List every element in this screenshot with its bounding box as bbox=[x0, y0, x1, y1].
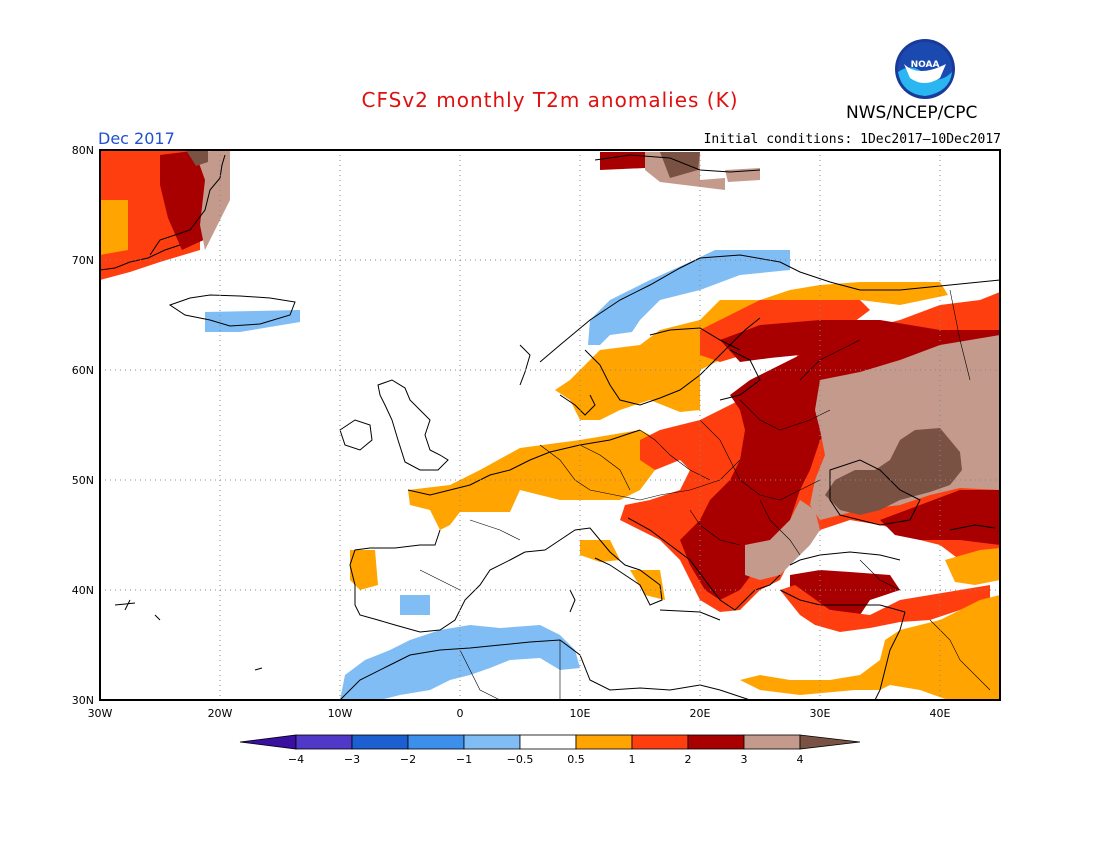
logo-text: NOAA bbox=[911, 60, 940, 70]
lat-tick-label: 50N bbox=[72, 474, 94, 487]
legend-label: 2 bbox=[685, 753, 692, 766]
lon-tick-label: 40E bbox=[930, 707, 951, 720]
lat-tick-label: 80N bbox=[72, 144, 94, 157]
chart-title: CFSv2 monthly T2m anomalies (K) bbox=[361, 88, 739, 112]
lat-tick-label: 70N bbox=[72, 254, 94, 267]
anomaly-fills bbox=[100, 150, 1000, 700]
anomaly-region-svalbard-3 bbox=[600, 152, 645, 170]
anomaly-region-greenland-5 bbox=[186, 150, 208, 166]
legend-label: −3 bbox=[344, 753, 360, 766]
legend-label: −0.5 bbox=[507, 753, 534, 766]
legend-label: 1 bbox=[629, 753, 636, 766]
anomaly-region-spain-orange bbox=[350, 550, 378, 590]
legend-swatch bbox=[351, 734, 409, 750]
anomaly-region-greenland-4 bbox=[195, 150, 230, 250]
legend-swatch bbox=[407, 734, 465, 750]
anomaly-region-blacksea-darkred bbox=[880, 490, 1000, 545]
lon-tick-label: 20W bbox=[208, 707, 233, 720]
lon-tick-label: 30W bbox=[88, 707, 113, 720]
legend-swatch bbox=[519, 734, 577, 750]
lat-tick-labels: 30N 40N 50N 60N 70N 80N bbox=[72, 144, 94, 707]
initial-conditions-label: Initial conditions: 1Dec2017–10Dec2017 bbox=[703, 132, 1001, 147]
legend-labels: −4 −3 −2 −1 −0.5 0.5 1 2 3 4 bbox=[288, 753, 804, 766]
anomaly-region-balkan-tan bbox=[745, 500, 820, 580]
agency-label: NWS/NCEP/CPC bbox=[846, 103, 978, 123]
noaa-logo: NOAA bbox=[895, 39, 955, 99]
legend-swatch bbox=[463, 734, 521, 750]
anomaly-region-france-orange bbox=[408, 430, 660, 530]
legend-swatch bbox=[631, 734, 689, 750]
anomaly-region-middle-east-orange bbox=[740, 595, 1000, 700]
anomaly-region-north-africa-blue bbox=[340, 625, 580, 700]
legend-label: −1 bbox=[456, 753, 472, 766]
legend-swatch bbox=[295, 734, 353, 750]
color-legend bbox=[239, 734, 861, 750]
lon-tick-labels: 30W 20W 10W 0 10E 20E 30E 40E bbox=[88, 707, 951, 720]
anomaly-region-scandinavia-blue bbox=[588, 250, 790, 345]
anomaly-region-italy-orange bbox=[580, 540, 620, 562]
valid-month-label: Dec 2017 bbox=[98, 129, 175, 148]
anomaly-region-iceland-blue bbox=[205, 310, 300, 332]
lon-tick-label: 10E bbox=[570, 707, 591, 720]
lat-tick-label: 40N bbox=[72, 584, 94, 597]
anomaly-region-greenland-1 bbox=[100, 200, 128, 255]
lat-tick-label: 60N bbox=[72, 364, 94, 377]
legend-swatch bbox=[687, 734, 745, 750]
legend-label: 0.5 bbox=[567, 753, 585, 766]
lon-tick-label: 10W bbox=[328, 707, 353, 720]
legend-label: −4 bbox=[288, 753, 304, 766]
anomaly-region-russia-brown bbox=[825, 428, 962, 515]
legend-label: −2 bbox=[400, 753, 416, 766]
anomaly-region-turkey-red bbox=[780, 585, 990, 632]
anomaly-region-scandinavia-orange bbox=[555, 282, 948, 420]
anomaly-region-sicily-orange bbox=[630, 570, 665, 600]
borders bbox=[419, 289, 991, 700]
legend-label: 3 bbox=[741, 753, 748, 766]
anomaly-region-caucasus-orange bbox=[945, 548, 1000, 585]
legend-swatch bbox=[239, 734, 297, 750]
legend-swatch bbox=[575, 734, 633, 750]
legend-swatch bbox=[799, 734, 861, 750]
legend-label: 4 bbox=[797, 753, 804, 766]
lon-tick-label: 30E bbox=[810, 707, 831, 720]
lat-tick-label: 30N bbox=[72, 694, 94, 707]
anomaly-region-iberia-blue bbox=[400, 595, 430, 615]
graticule bbox=[100, 150, 1000, 700]
lon-tick-label: 20E bbox=[690, 707, 711, 720]
anomaly-region-east-europe-darkred bbox=[680, 320, 1000, 600]
lon-tick-label: 0 bbox=[457, 707, 464, 720]
legend-swatch bbox=[743, 734, 801, 750]
map-frame bbox=[99, 149, 1001, 701]
coastlines bbox=[100, 154, 1000, 700]
